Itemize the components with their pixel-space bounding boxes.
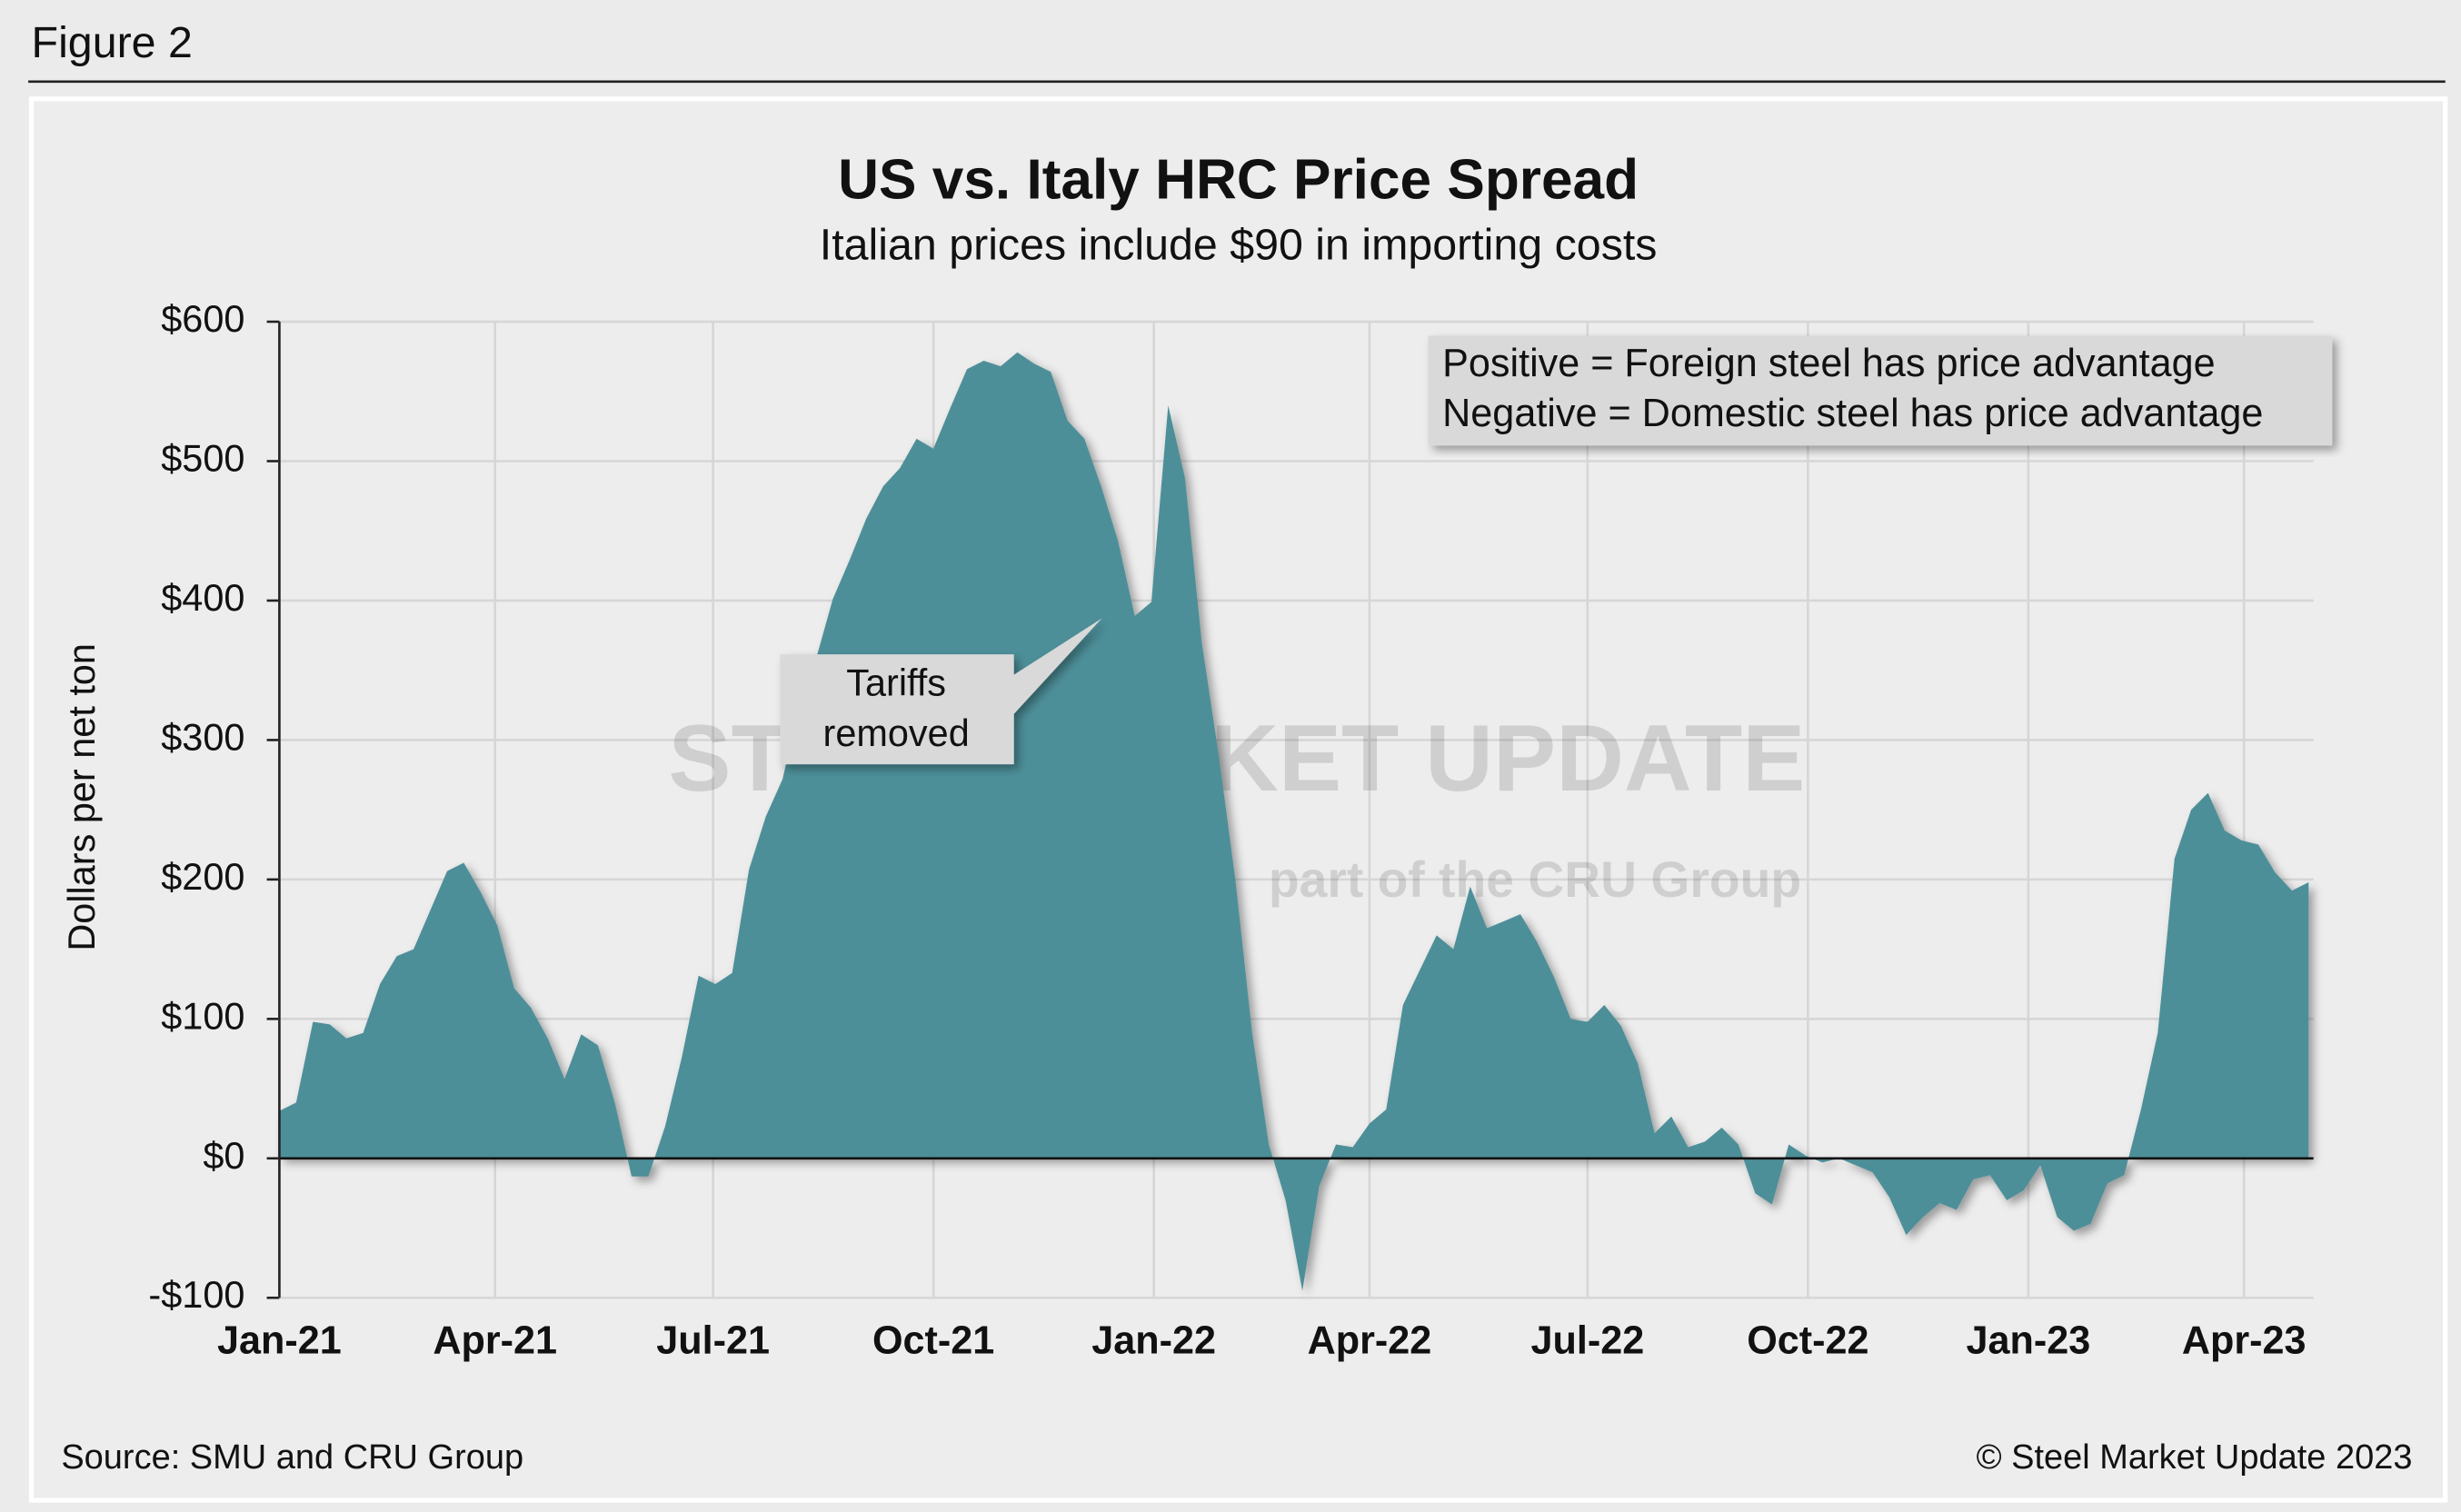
x-tick-label: Jan-21 [217, 1319, 342, 1363]
y-tick-label: $100 [161, 994, 244, 1037]
area [279, 352, 2309, 1291]
x-tick-label: Oct-21 [872, 1319, 994, 1363]
x-tick-label: Jan-22 [1091, 1319, 1216, 1363]
x-tick-label: Apr-22 [1308, 1319, 1432, 1363]
y-tick-label: $0 [203, 1134, 244, 1177]
annotation [780, 618, 1102, 765]
y-tick-label: -$100 [148, 1273, 244, 1316]
chart-title: US vs. Italy HRC Price Spread [838, 148, 1639, 211]
y-tick-label: $300 [161, 715, 244, 758]
note-box [1428, 335, 2333, 446]
x-tick-label: Apr-23 [2182, 1319, 2307, 1363]
panel [28, 96, 2448, 1503]
y-tick-label: $500 [161, 436, 244, 479]
annotation-text: removed [823, 711, 970, 754]
y-tick-label: $200 [161, 855, 244, 898]
y-tick-label: $600 [161, 297, 244, 340]
x-tick-label: Apr-21 [433, 1319, 557, 1363]
x-tick-label: Jul-21 [656, 1319, 770, 1363]
source: Source: SMU and CRU Group [61, 1438, 523, 1477]
x-tick-label: Jan-23 [1967, 1319, 2091, 1363]
x-tick-label: Jul-22 [1530, 1319, 1644, 1363]
note-line: Positive = Foreign steel has price advan… [1442, 342, 2215, 385]
legend-note [1428, 335, 2333, 446]
chart-subtitle: Italian prices include $90 in importing … [820, 221, 1658, 270]
copyright: © Steel Market Update 2023 [1977, 1438, 2413, 1477]
watermark-text: part of the CRU Group [1269, 851, 1801, 908]
x-tick-label: Oct-22 [1747, 1319, 1868, 1363]
annotation-text: Tariffs [846, 662, 946, 704]
y-tick-label: $400 [161, 576, 244, 619]
callout [780, 618, 1102, 765]
note-line: Negative = Domestic steel has price adva… [1442, 392, 2263, 435]
y-axis-label: Dollars per net ton [60, 643, 103, 951]
figure-label: Figure 2 [32, 18, 193, 67]
plot [278, 322, 2314, 1298]
